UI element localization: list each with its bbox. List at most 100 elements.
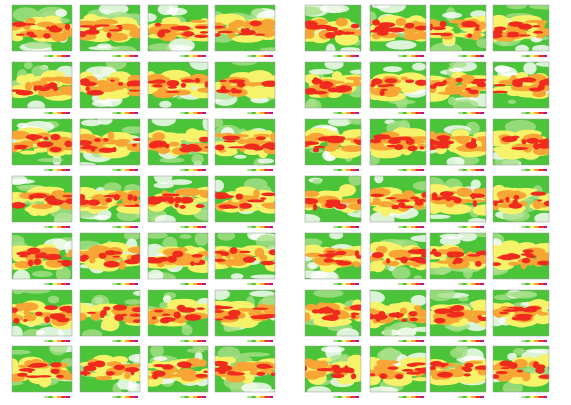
patch — [128, 378, 137, 392]
patch — [103, 260, 120, 268]
patch — [239, 250, 251, 254]
colorbar-cell — [255, 396, 261, 398]
patch — [395, 136, 412, 141]
colorbar-cell — [268, 283, 273, 285]
patch — [89, 258, 96, 264]
patch — [372, 197, 381, 206]
colorbar-cell — [415, 55, 420, 57]
patch — [12, 176, 28, 185]
colorbar-cell — [534, 226, 539, 228]
colorbar-cell — [112, 55, 117, 57]
patch — [434, 308, 451, 315]
patch — [388, 27, 405, 33]
patch — [25, 375, 42, 378]
map — [429, 345, 487, 398]
map-frame — [304, 289, 362, 337]
map-field — [493, 233, 549, 276]
patch — [312, 147, 320, 153]
patch — [179, 234, 192, 239]
colorbar-cell — [521, 283, 526, 285]
patch — [256, 371, 266, 376]
patch — [215, 25, 226, 29]
colorbar-cell — [247, 112, 252, 114]
colorbar-cell — [517, 169, 522, 171]
patch — [152, 372, 159, 380]
patch — [257, 158, 274, 164]
patch — [324, 62, 344, 70]
patch — [355, 139, 361, 146]
patch — [327, 87, 340, 93]
colorbar-cell — [406, 169, 412, 171]
colorbar-cell — [542, 112, 547, 114]
colorbar-cell — [475, 112, 480, 114]
patch — [321, 346, 345, 353]
colorbar-cell — [525, 169, 530, 171]
patch — [446, 251, 456, 258]
colorbar-cell — [57, 396, 62, 398]
colorbar-cell — [247, 340, 252, 342]
patch — [465, 77, 473, 85]
colorbar-cell — [251, 340, 256, 342]
colorbar-cell — [197, 283, 202, 285]
patch — [106, 77, 120, 82]
map-field — [370, 5, 426, 50]
patch — [538, 374, 549, 379]
patch — [86, 311, 97, 314]
patch — [63, 88, 72, 94]
patch — [507, 253, 517, 258]
map — [11, 118, 73, 171]
map-frame — [369, 118, 427, 166]
patch — [475, 27, 480, 31]
patch — [118, 26, 123, 30]
patch — [18, 368, 36, 372]
colorbar-cell — [475, 340, 480, 342]
patch — [386, 144, 397, 148]
map-field — [430, 7, 486, 51]
patch — [410, 294, 426, 306]
colorbar-cell — [479, 55, 484, 57]
colorbar-cell — [116, 396, 121, 398]
patch — [103, 137, 109, 142]
map-frame — [147, 61, 209, 109]
patch — [245, 362, 256, 372]
colorbar-cell — [337, 226, 342, 228]
colorbar-cell — [184, 112, 189, 114]
colorbar-cell — [243, 283, 248, 285]
patch — [526, 137, 540, 144]
colorbar-cell — [188, 112, 194, 114]
patch — [448, 67, 464, 73]
patch — [227, 146, 246, 149]
map-frame — [369, 61, 427, 109]
patch — [172, 250, 184, 258]
colorbar-cell — [521, 55, 526, 57]
colorbar-cell — [538, 396, 543, 398]
map — [79, 118, 141, 171]
patch — [33, 85, 38, 92]
patch — [247, 82, 259, 87]
patch — [215, 179, 224, 192]
map-frame — [214, 118, 276, 166]
patch — [371, 5, 390, 9]
patch — [36, 330, 46, 335]
patch — [161, 313, 171, 316]
map-field — [148, 5, 208, 51]
patch — [195, 373, 208, 378]
patch — [452, 260, 457, 265]
patch — [252, 146, 264, 151]
patch — [162, 193, 180, 197]
patch — [495, 370, 508, 375]
patch — [442, 77, 458, 86]
colorbar-cell — [65, 396, 70, 398]
colorbar-cell — [466, 169, 472, 171]
patch — [82, 369, 88, 377]
colorbar-cell — [398, 55, 403, 57]
patch — [430, 360, 443, 367]
map-frame — [147, 118, 209, 166]
colorbar-cell — [521, 112, 526, 114]
colorbar-cell — [402, 283, 407, 285]
patch — [383, 326, 392, 336]
patch — [50, 368, 60, 375]
patch — [44, 197, 57, 202]
patch — [80, 133, 96, 141]
